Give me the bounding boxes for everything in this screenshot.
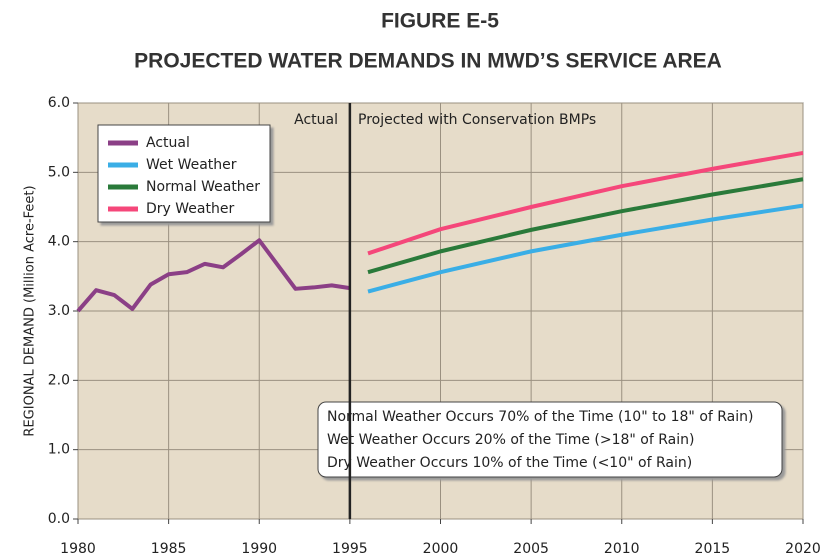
chart-title: FIGURE E-5 bbox=[381, 10, 499, 33]
series-line bbox=[367, 203, 804, 294]
x-tick-label: 2010 bbox=[604, 541, 640, 557]
y-tick-label: 3.0 bbox=[48, 303, 70, 319]
x-tick-label: 2005 bbox=[513, 541, 549, 557]
annotation: Projected with Conservation BMPs bbox=[358, 112, 596, 128]
x-tick-label: 1985 bbox=[151, 541, 187, 557]
x-tick-label: 2015 bbox=[695, 541, 731, 557]
series-line bbox=[367, 177, 804, 275]
note-line: Normal Weather Occurs 70% of the Time (1… bbox=[327, 409, 753, 425]
x-tick-label: 1995 bbox=[332, 541, 368, 557]
y-tick-label: 5.0 bbox=[48, 164, 70, 180]
legend-label: Normal Weather bbox=[146, 179, 260, 195]
legend-label: Wet Weather bbox=[146, 157, 237, 173]
annotation: Actual bbox=[294, 112, 338, 128]
series-line bbox=[76, 238, 351, 313]
y-tick-label: 4.0 bbox=[48, 234, 70, 250]
series-line bbox=[367, 150, 804, 256]
note-line: Dry Weather Occurs 10% of the Time (<10"… bbox=[327, 455, 692, 471]
y-tick-label: 1.0 bbox=[48, 442, 70, 458]
y-tick-label: 0.0 bbox=[48, 511, 70, 527]
chart-subtitle: PROJECTED WATER DEMANDS IN MWD’S SERVICE… bbox=[134, 50, 722, 73]
x-tick-label: 2020 bbox=[785, 541, 821, 557]
y-tick-label: 6.0 bbox=[48, 95, 70, 111]
legend-label: Dry Weather bbox=[146, 201, 234, 217]
x-tick-label: 1990 bbox=[241, 541, 277, 557]
legend-label: Actual bbox=[146, 135, 190, 151]
x-tick-label: 2000 bbox=[423, 541, 459, 557]
y-axis-label: REGIONAL DEMAND (Million Acre-Feet) bbox=[23, 185, 38, 436]
lines bbox=[76, 150, 804, 313]
y-tick-label: 2.0 bbox=[48, 372, 70, 388]
x-tick-label: 1980 bbox=[60, 541, 96, 557]
note-box bbox=[317, 401, 783, 478]
note-line: Wet Weather Occurs 20% of the Time (>18"… bbox=[327, 432, 694, 448]
